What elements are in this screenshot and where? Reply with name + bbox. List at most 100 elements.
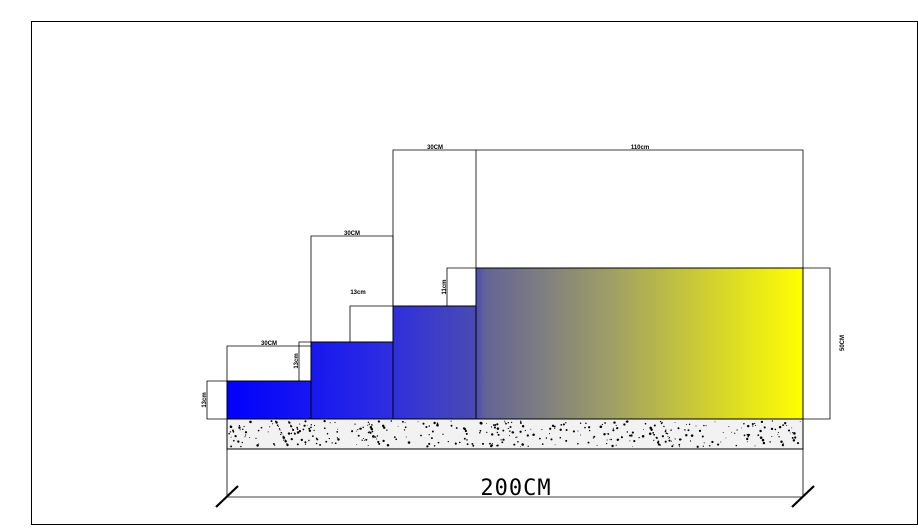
aggregate-dot [663, 425, 665, 428]
aggregate-dot [296, 426, 298, 429]
step3-width-label: 30CM [427, 145, 443, 151]
aggregate-dot [696, 445, 699, 448]
aggregate-dot [526, 434, 529, 437]
aggregate-dot [282, 439, 285, 441]
aggregate-dot [623, 423, 626, 426]
aggregate-dot [228, 432, 230, 435]
aggregate-dot [519, 446, 521, 448]
aggregate-dot [545, 437, 548, 439]
aggregate-dot [549, 427, 552, 430]
aggregate-dot [433, 421, 436, 425]
aggregate-dot [731, 431, 733, 433]
aggregate-dot [759, 429, 762, 433]
aggregate-dot [612, 429, 615, 432]
aggregate-dot [657, 441, 660, 444]
aggregate-dot [359, 428, 361, 430]
aggregate-dot [466, 439, 468, 441]
aggregate-dot [657, 443, 661, 446]
aggregate-dot [249, 437, 251, 439]
aggregate-dot [229, 431, 232, 433]
aggregate-dot [393, 436, 396, 438]
aggregate-dot [290, 432, 293, 435]
aggregate-dot [328, 437, 330, 440]
aggregate-dot [632, 446, 634, 447]
aggregate-dot [791, 427, 793, 429]
aggregate-dot [241, 441, 243, 444]
aggregate-dot [671, 445, 674, 448]
aggregate-dot [616, 426, 619, 430]
aggregate-dot [286, 443, 289, 447]
aggregate-dot [260, 426, 263, 429]
aggregate-dot [559, 436, 562, 439]
aggregate-dot [304, 420, 307, 423]
aggregate-dot [644, 422, 647, 425]
aggregate-dot [792, 439, 796, 442]
aggregate-dot [530, 428, 532, 430]
aggregate-dot [313, 429, 315, 432]
aggregate-dot [760, 420, 764, 424]
aggregate-dot [300, 438, 303, 442]
aggregate-dot [308, 427, 311, 430]
aggregate-dot [372, 435, 375, 438]
aggregate-dot [562, 423, 565, 426]
aggregate-dot [782, 424, 785, 427]
aggregate-dot [548, 433, 551, 435]
aggregate-dot [795, 437, 797, 439]
aggregate-dot [741, 427, 743, 429]
aggregate-dot [390, 420, 393, 422]
aggregate-dot [363, 439, 365, 441]
aggregate-dot [255, 437, 257, 439]
aggregate-dot [357, 434, 360, 437]
aggregate-dot [677, 427, 680, 430]
aggregate-dot [368, 423, 370, 425]
aggregate-dot [685, 423, 688, 426]
aggregate-dot [306, 424, 308, 426]
total-height-label: 50CM [840, 335, 846, 351]
aggregate-dot [386, 444, 390, 447]
aggregate-dot [559, 428, 562, 431]
aggregate-dot [504, 422, 506, 424]
aggregate-dot [596, 444, 598, 446]
aggregate-dot [378, 442, 381, 445]
aggregate-dot [512, 431, 515, 434]
aggregate-dot [777, 433, 779, 435]
aggregate-dot [553, 425, 556, 428]
aggregate-dot [490, 426, 493, 428]
aggregate-dot [466, 443, 469, 446]
aggregate-dot [496, 431, 499, 434]
aggregate-dot [746, 441, 748, 443]
aggregate-dot [489, 442, 491, 445]
aggregate-dot [668, 437, 670, 439]
aggregate-dot [230, 445, 233, 448]
aggregate-dot [743, 434, 746, 437]
aggregate-dot [509, 435, 510, 437]
step1-height-label: 13cm [202, 392, 208, 407]
aggregate-dot [315, 437, 318, 440]
aggregate-dot [517, 441, 519, 443]
aggregate-dot [267, 431, 269, 433]
aggregate-dot [771, 420, 774, 422]
aggregate-dot [404, 426, 407, 429]
aggregate-dot [292, 428, 295, 432]
aggregate-dot [244, 434, 247, 436]
aggregate-dot [519, 430, 522, 433]
aggregate-dot [585, 422, 587, 424]
aggregate-dot [486, 422, 488, 424]
aggregate-dot [519, 420, 522, 423]
aggregate-dot [577, 442, 579, 445]
stair-body [226, 267, 804, 420]
aggregate-dot [787, 429, 791, 432]
aggregate-dot [403, 429, 406, 431]
top-width-label: 110cm [631, 145, 649, 151]
aggregate-dot [296, 431, 300, 434]
aggregate-dot [280, 431, 283, 434]
aggregate-dot [505, 422, 507, 425]
aggregate-dot [258, 443, 260, 445]
aggregate-dot [572, 430, 575, 433]
aggregate-dot [689, 440, 692, 442]
aggregate-dot [442, 433, 444, 435]
aggregate-dot [508, 428, 509, 430]
aggregate-dot [325, 440, 328, 443]
aggregate-dot [382, 439, 385, 443]
aggregate-dot [238, 426, 241, 429]
